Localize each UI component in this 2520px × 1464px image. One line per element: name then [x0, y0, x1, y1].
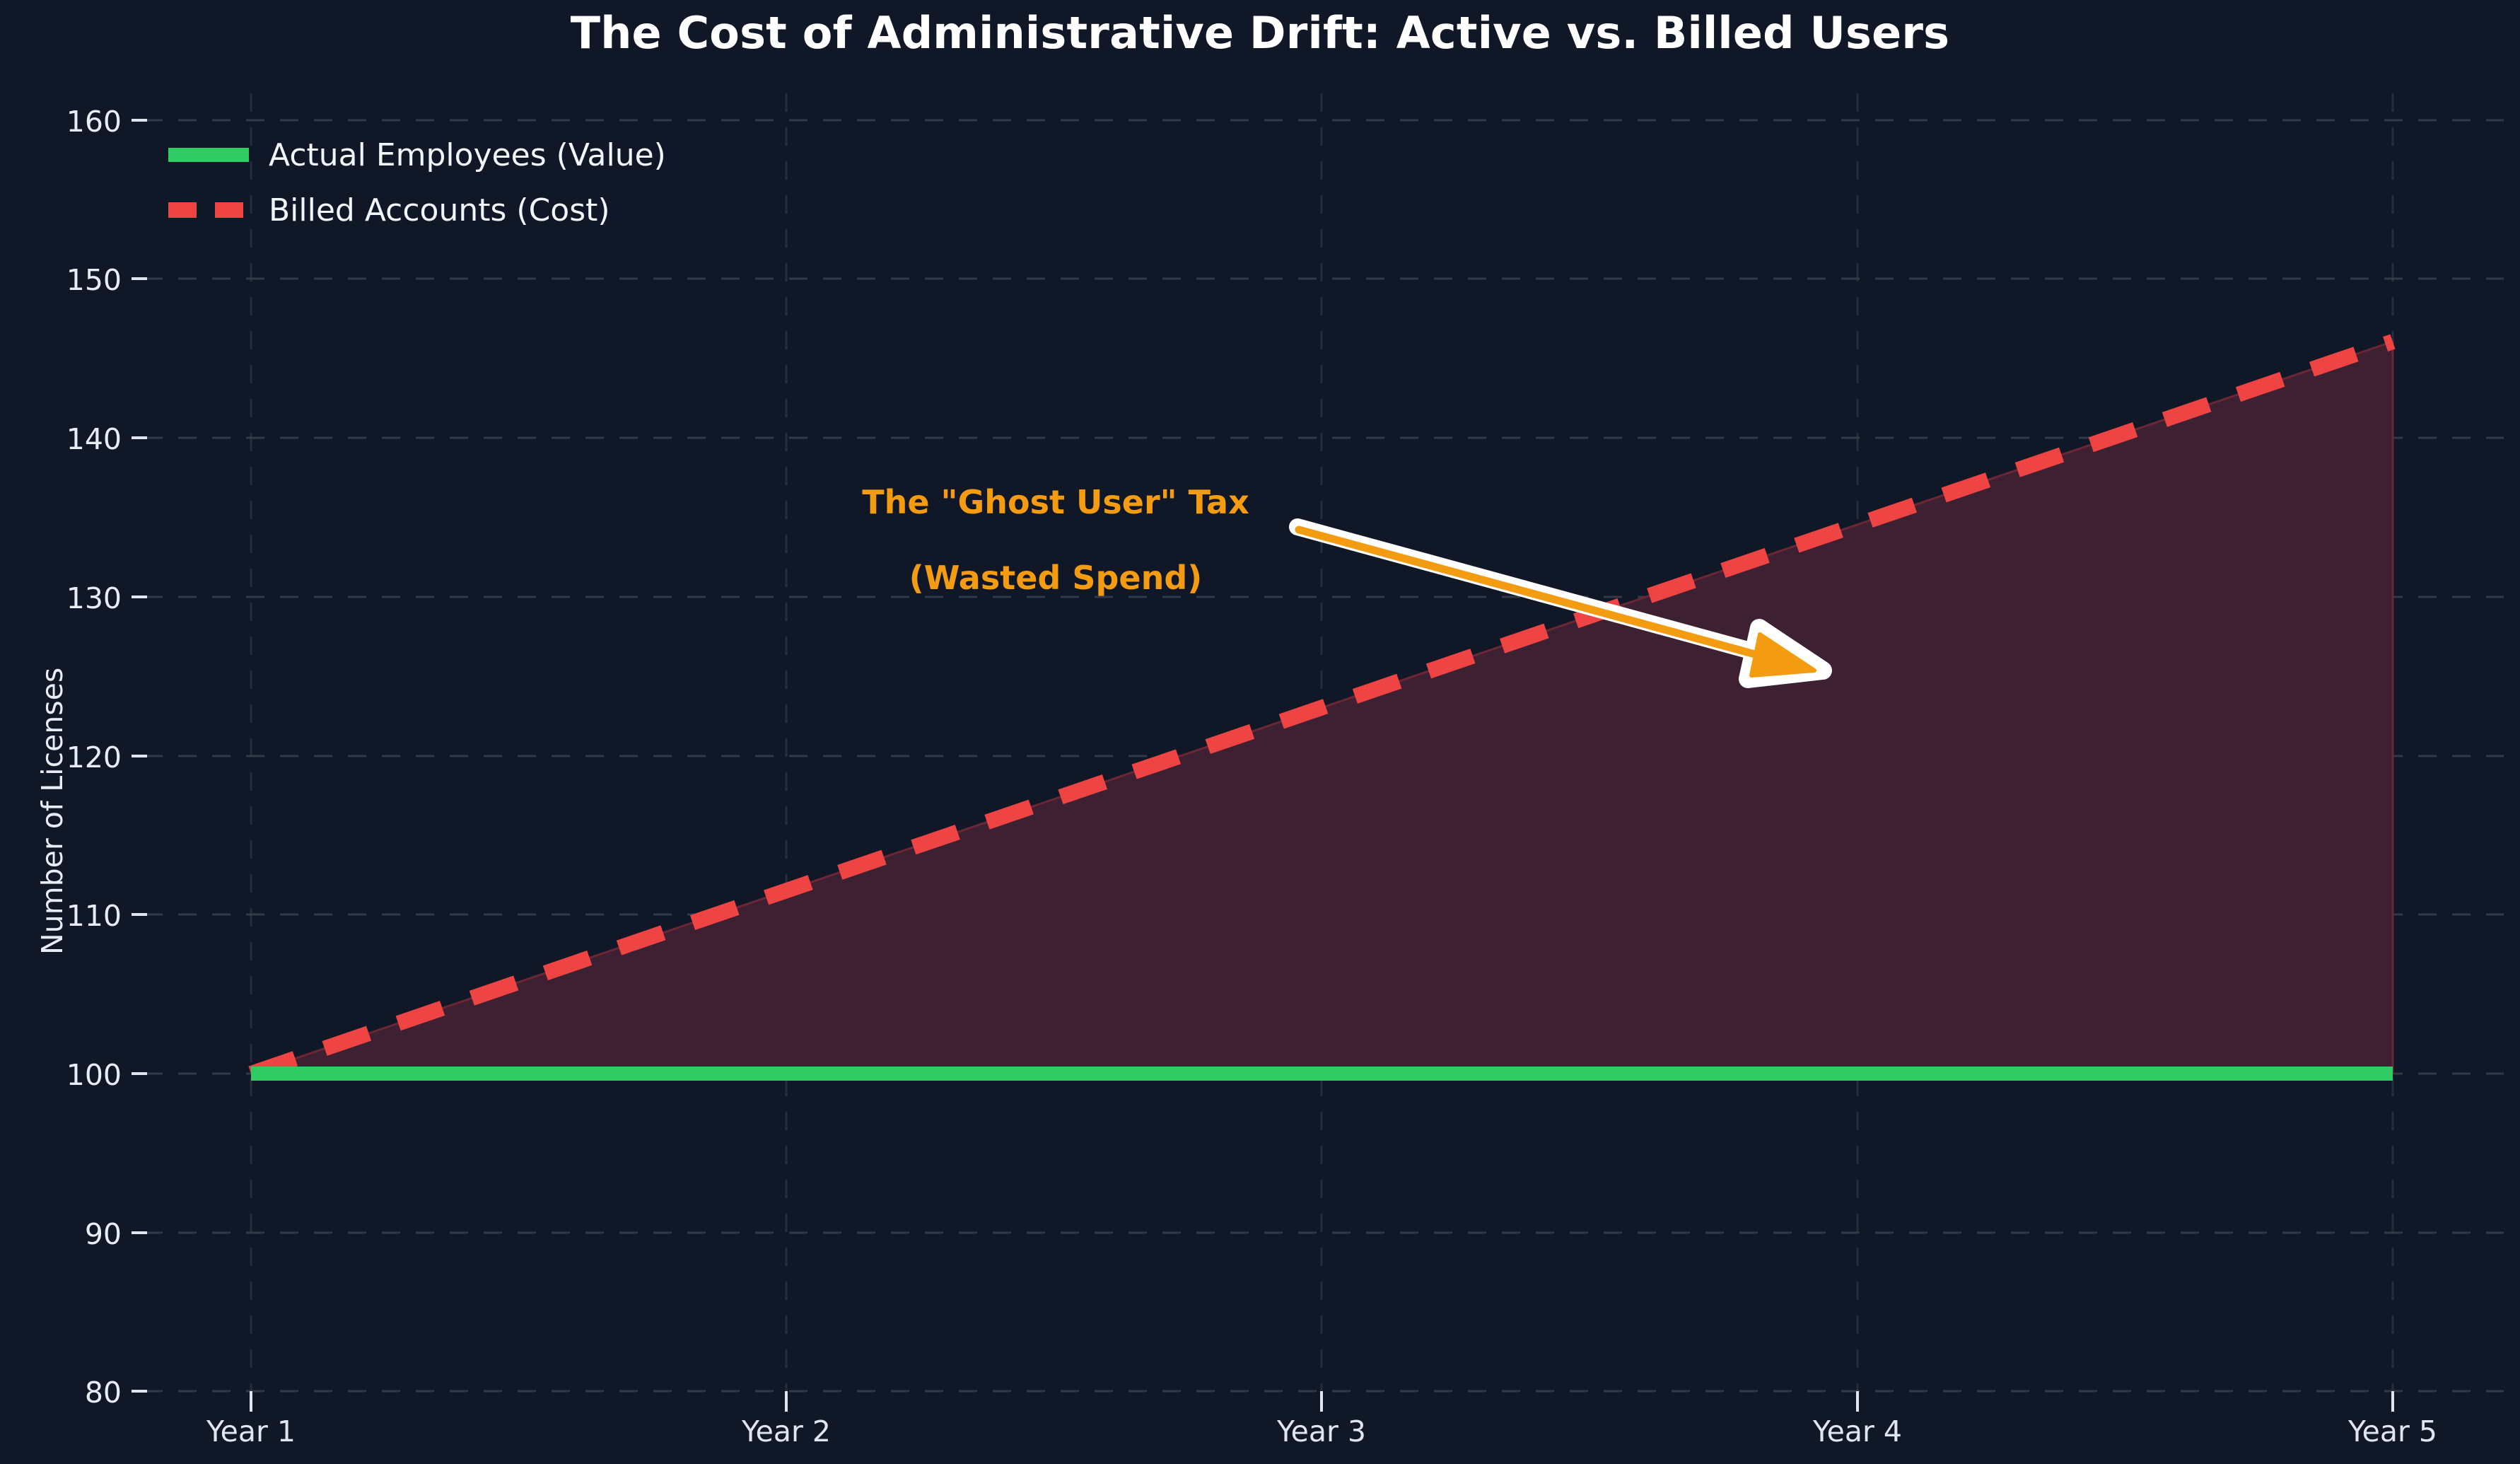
ytick-label-130: 130 — [66, 581, 122, 615]
legend-label-actual-employees: Actual Employees (Value) — [269, 136, 666, 173]
ghost-user-tax-annotation: The "Ghost User" Tax (Wasted Spend) — [752, 446, 1360, 636]
legend-item-billed-accounts[interactable]: Billed Accounts (Cost) — [167, 192, 666, 228]
chart-title: The Cost of Administrative Drift: Active… — [570, 7, 1950, 59]
annotation-line-2: (Wasted Spend) — [909, 559, 1203, 598]
xtick-label-year-4: Year 4 — [1813, 1414, 1902, 1448]
xtick-label-year-5: Year 5 — [2348, 1414, 2437, 1448]
xtick-label-year-3: Year 3 — [1277, 1414, 1366, 1448]
annotation-arrow — [1289, 518, 1832, 688]
annotation-line-1: The "Ghost User" Tax — [862, 482, 1249, 521]
x-tick-marks — [250, 1391, 2394, 1412]
ytick-label-120: 120 — [66, 740, 122, 774]
xtick-label-year-2: Year 2 — [742, 1414, 831, 1448]
y-axis-label: Number of Licenses — [35, 667, 69, 955]
ytick-label-160: 160 — [66, 105, 122, 139]
chart-legend: Actual Employees (Value) Billed Accounts… — [167, 136, 666, 228]
legend-label-billed-accounts: Billed Accounts (Cost) — [269, 192, 610, 228]
legend-swatch-solid-line — [168, 148, 249, 162]
xtick-label-year-1: Year 1 — [206, 1414, 296, 1448]
ytick-label-80: 80 — [84, 1376, 122, 1410]
ytick-label-150: 150 — [66, 263, 122, 297]
series-line-billed-accounts — [248, 334, 2396, 1081]
ytick-label-100: 100 — [66, 1058, 122, 1092]
ytick-label-90: 90 — [84, 1217, 122, 1251]
ytick-label-140: 140 — [66, 422, 122, 456]
legend-item-actual-employees[interactable]: Actual Employees (Value) — [167, 136, 666, 173]
y-tick-marks — [132, 119, 147, 1393]
ytick-label-110: 110 — [66, 899, 122, 933]
legend-swatch-dashed-line — [168, 202, 249, 218]
